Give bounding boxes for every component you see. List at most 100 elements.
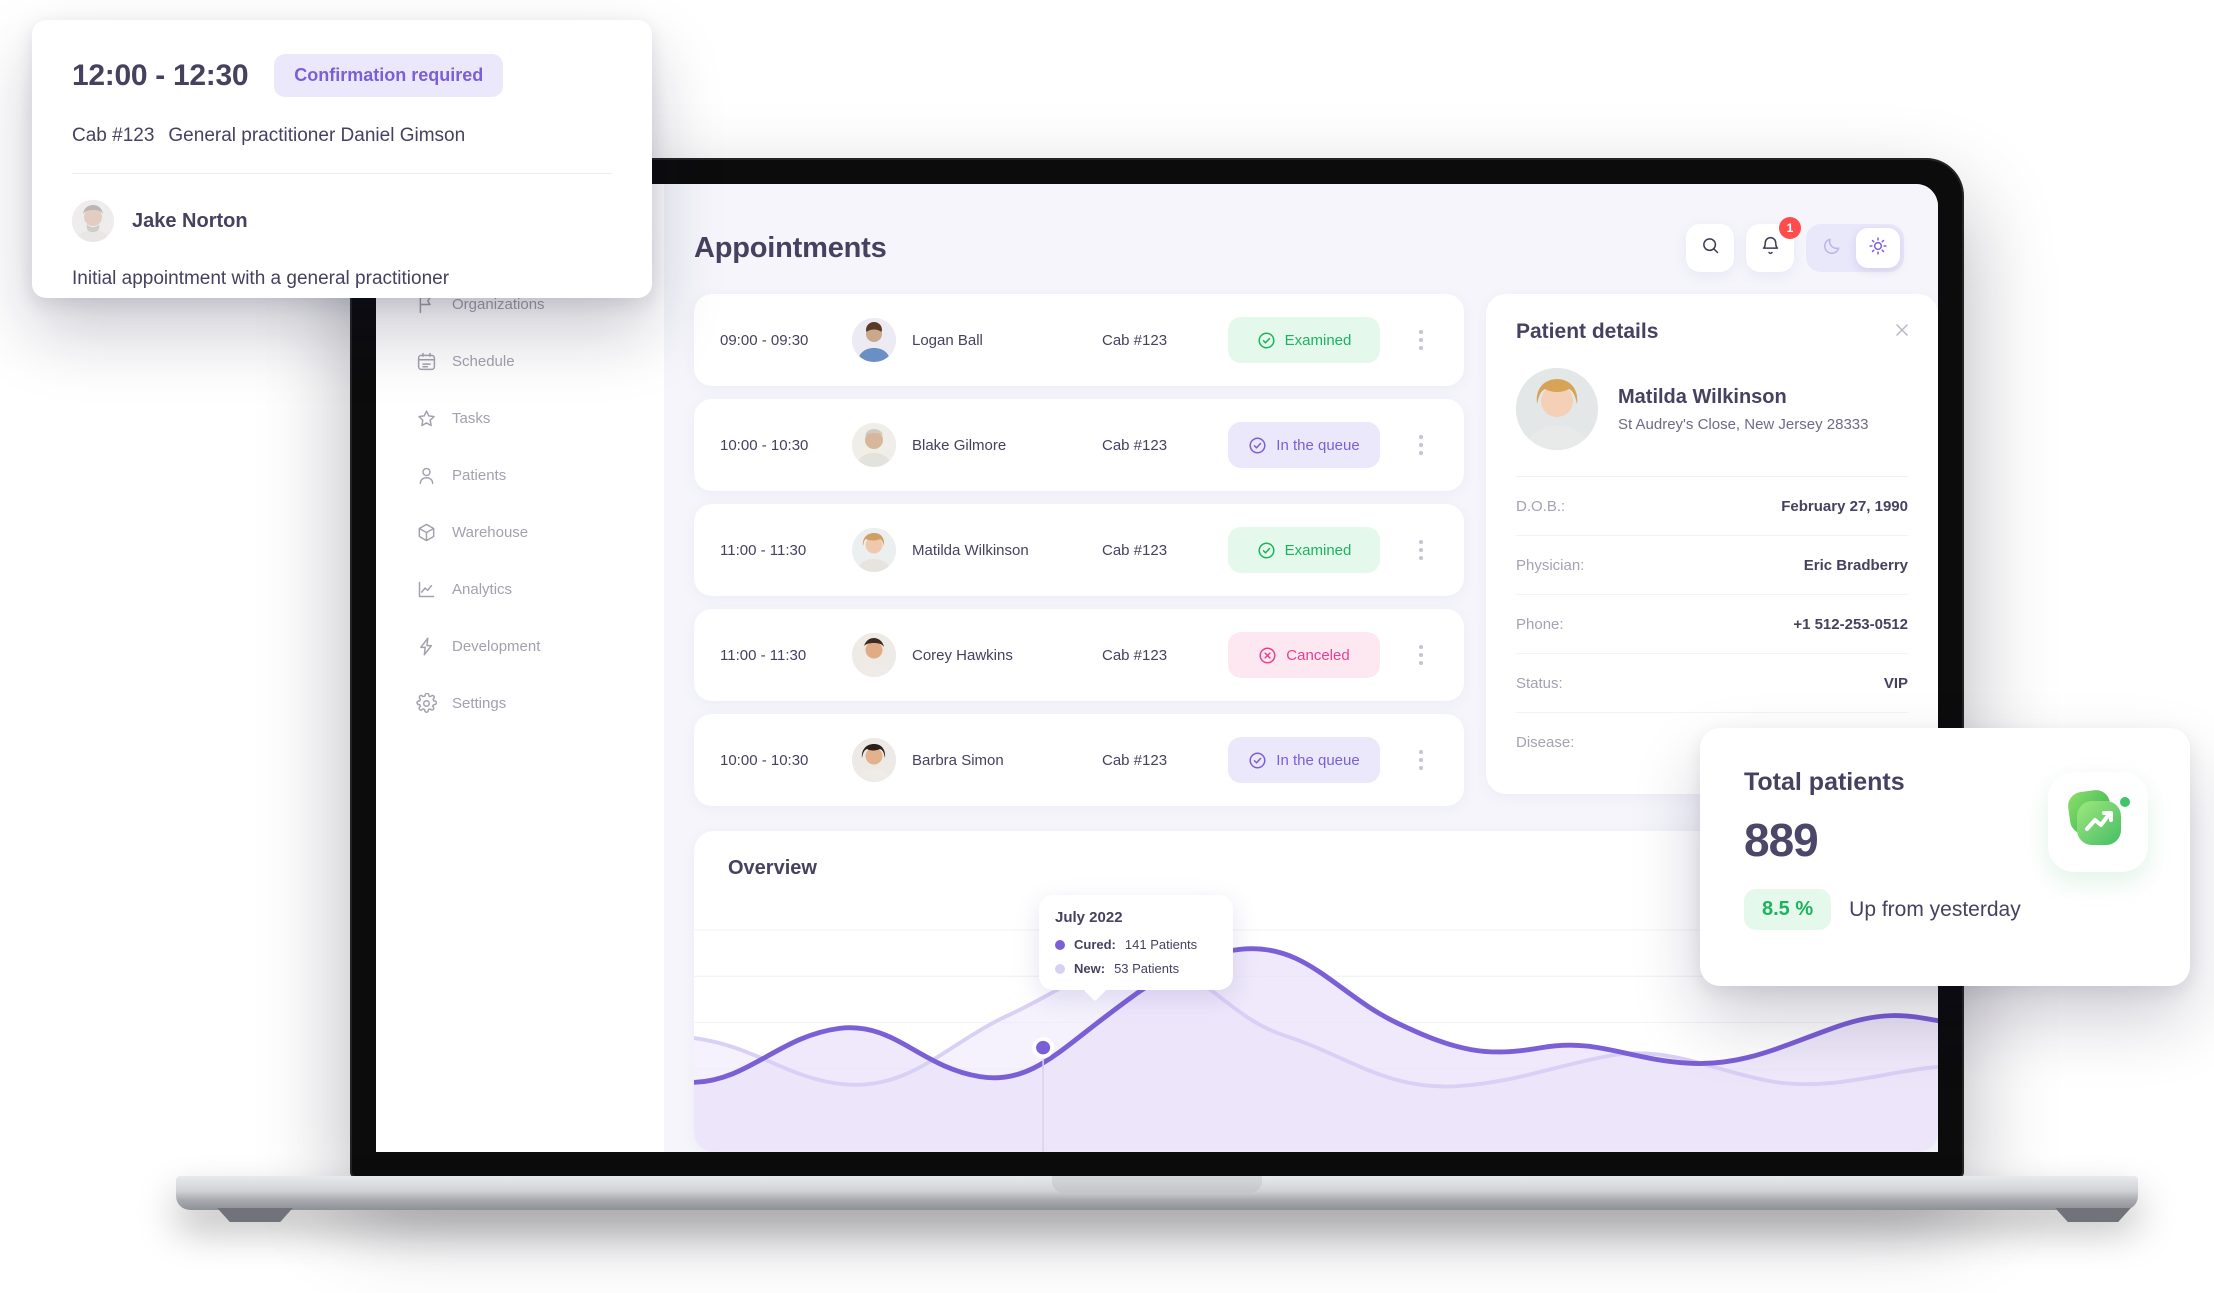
sidebar-item-label: Organizations (452, 295, 545, 313)
appointment-patient: Barbra Simon (852, 738, 1102, 783)
close-circle-icon (1258, 646, 1277, 665)
sidebar-item-label: Settings (452, 694, 507, 712)
appointment-doctor: General practitioner Daniel Gimson (168, 125, 466, 146)
page-header: Appointments (694, 217, 1938, 278)
detail-value: VIP (1883, 674, 1908, 692)
status-label: In the queue (1276, 751, 1360, 769)
table-row[interactable]: 10:00 - 10:30 Blake Gilmore Cab #123 (694, 399, 1464, 492)
chart-svg (694, 929, 1938, 1152)
patient-name: Jake Norton (132, 209, 248, 232)
appointment-cabinet: Cab #123 (1102, 436, 1168, 454)
tooltip-title: July 2022 (1055, 909, 1123, 927)
sidebar-item-warehouse[interactable]: Warehouse (398, 509, 642, 555)
detail-key: Phone: (1516, 615, 1564, 633)
moon-icon (1822, 236, 1842, 261)
patient-name: Blake Gilmore (912, 436, 1007, 454)
detail-key: Disease: (1516, 734, 1575, 752)
appointment-cabinet: Cab #123 (1102, 331, 1168, 349)
detail-row-dob: D.O.B.: February 27, 1990 (1516, 477, 1908, 537)
status-label: In the queue (1276, 436, 1360, 454)
patient-name: Matilda Wilkinson (1618, 385, 1787, 408)
status-badge: Confirmation required (274, 54, 504, 97)
patient-details-card: Patient details Matilda Wilkins (1486, 294, 1938, 795)
sidebar-item-settings[interactable]: Settings (398, 680, 642, 726)
stat-footer: 8.5 % Up from yesterday (1744, 889, 2146, 930)
trend-up-icon (2048, 772, 2148, 872)
detail-row-disease: Disease: (1516, 713, 1908, 772)
theme-dark-option[interactable] (1810, 228, 1854, 268)
detail-value: +1 512-253-0512 (1793, 615, 1908, 633)
tooltip-value: 53 Patients (1114, 961, 1180, 977)
calendar-icon (416, 351, 437, 372)
bell-icon (1760, 235, 1781, 261)
status-badge: In the queue (1228, 737, 1380, 784)
sidebar-item-organizations[interactable]: Organizations (398, 281, 642, 327)
table-row[interactable]: 11:00 - 11:30 Matilda Wilkinson Cab #123 (694, 504, 1464, 597)
dashboard-app: Desktop Organizations (376, 184, 1938, 1152)
appointment-patient: Corey Hawkins (852, 633, 1102, 678)
tooltip-value: 141 Patients (1124, 937, 1198, 953)
sidebar-item-label: Analytics (452, 580, 513, 598)
series-new-line (694, 959, 1938, 1089)
popup-header: 12:00 - 12:30 Confirmation required (72, 54, 612, 97)
laptop-foot-right (2055, 1208, 2131, 1222)
search-button[interactable] (1686, 224, 1734, 273)
table-row[interactable]: 09:00 - 09:30 Logan Ball Cab #123 (694, 294, 1464, 387)
laptop-mockup: Desktop Organizations (176, 158, 2138, 1222)
header-actions: 1 (1686, 217, 1904, 273)
detail-key: Physician: (1516, 556, 1585, 574)
user-icon (416, 465, 437, 486)
patient-name: Barbra Simon (912, 751, 1004, 769)
tooltip-dot-icon (1055, 963, 1065, 974)
table-row[interactable]: 10:00 - 10:30 Barbra Simon Cab #123 (694, 714, 1464, 807)
avatar (72, 200, 114, 242)
appointment-popup-card: 12:00 - 12:30 Confirmation required Cab … (32, 20, 652, 298)
sidebar-item-label: Development (452, 637, 541, 655)
sidebar-item-analytics[interactable]: Analytics (398, 566, 642, 612)
check-circle-icon (1257, 541, 1276, 560)
popup-subtitle: Cab #123 General practitioner Daniel Gim… (72, 125, 612, 147)
sidebar-item-development[interactable]: Development (398, 623, 642, 669)
appointment-cabinet: Cab #123 (1102, 751, 1168, 769)
appointment-patient: Matilda Wilkinson (852, 528, 1102, 573)
avatar (852, 633, 896, 678)
stat-title: Total patients (1744, 768, 1905, 796)
sidebar-item-tasks[interactable]: Tasks (398, 395, 642, 441)
row-menu-button[interactable] (1404, 435, 1438, 456)
status-label: Canceled (1286, 646, 1350, 664)
total-patients-card: Total patients 889 8.5 % Up from yesterd… (1700, 728, 2190, 986)
row-menu-button[interactable] (1404, 750, 1438, 771)
status-badge: In the queue (1228, 422, 1380, 469)
stat-note: Up from yesterday (1849, 897, 2021, 921)
sidebar-item-schedule[interactable]: Schedule (398, 338, 642, 384)
appointment-cabinet: Cab #123 (1102, 646, 1168, 664)
stat-percent-badge: 8.5 % (1744, 889, 1832, 930)
chart-title: Overview (728, 857, 817, 880)
theme-light-option[interactable] (1856, 228, 1900, 269)
patient-name: Logan Ball (912, 331, 983, 349)
notifications-button[interactable]: 1 (1746, 217, 1801, 273)
detail-value: February 27, 1990 (1781, 497, 1908, 515)
appointment-cabinet: Cab #123 (1102, 541, 1168, 559)
row-menu-button[interactable] (1404, 330, 1438, 351)
page-title: Appointments (694, 231, 887, 264)
avatar (852, 423, 896, 468)
close-icon[interactable] (1892, 320, 1912, 340)
patient-address: St Audrey's Close, New Jersey 28333 (1618, 415, 1869, 433)
sidebar-item-patients[interactable]: Patients (398, 452, 642, 498)
search-icon (1700, 235, 1721, 261)
row-menu-button[interactable] (1404, 540, 1438, 561)
row-menu-button[interactable] (1404, 645, 1438, 666)
patient-name: Matilda Wilkinson (912, 541, 1029, 559)
appointment-note: Initial appointment with a general pract… (72, 268, 450, 289)
chart-icon (416, 579, 437, 600)
sidebar: Desktop Organizations (376, 184, 664, 1152)
appointment-patient: Blake Gilmore (852, 423, 1102, 468)
content-area: 09:00 - 09:30 Logan Ball Cab #123 (694, 294, 1938, 819)
theme-toggle[interactable] (1806, 224, 1904, 273)
appointment-patient: Logan Ball (852, 318, 1102, 363)
avatar (852, 318, 896, 363)
table-row[interactable]: 11:00 - 11:30 Corey Hawkins Cab #123 (694, 609, 1464, 702)
appointment-time: 10:00 - 10:30 (720, 436, 809, 454)
avatar (852, 738, 896, 783)
